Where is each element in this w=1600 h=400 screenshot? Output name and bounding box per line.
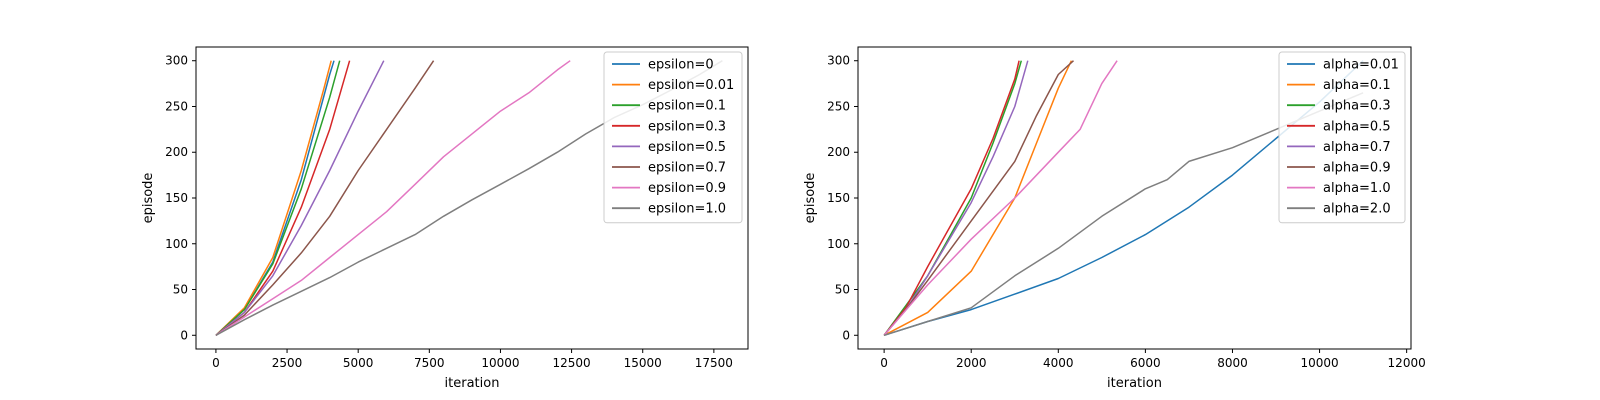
alpha-chart: 0 2000 4000 6000 8000 10000 12000 0 50 100 150 200 2… xyxy=(803,46,1426,391)
x-axis-label: iteration xyxy=(445,376,500,391)
y-tick-label: 100 xyxy=(165,237,188,251)
series-line-3 xyxy=(883,60,1020,336)
y-tick-label: 50 xyxy=(173,283,188,297)
series-line-6 xyxy=(883,60,1118,336)
series-line-2 xyxy=(215,60,341,336)
legend-entry: epsilon=1.0 xyxy=(648,202,726,217)
legend-entry: epsilon=0.3 xyxy=(648,119,726,134)
epsilon-chart: 0 2500 5000 7500 10000 12500 15000 17500 0 50 100 1… xyxy=(141,46,749,391)
x-tick-label: 7500 xyxy=(414,356,445,370)
series-line-3 xyxy=(215,60,351,336)
x-tick-label: 10000 xyxy=(1300,356,1338,370)
series-line-1 xyxy=(215,60,332,336)
legend-entry: alpha=0.9 xyxy=(1323,161,1391,176)
legend-entry: alpha=0.01 xyxy=(1323,58,1399,73)
x-tick-label: 12500 xyxy=(552,356,590,370)
legend-entry: alpha=1.0 xyxy=(1323,181,1391,196)
y-tick-label: 50 xyxy=(835,283,850,297)
x-tick-label: 4000 xyxy=(1043,356,1074,370)
y-tick-label: 0 xyxy=(842,328,850,342)
x-tick-label: 12000 xyxy=(1388,356,1426,370)
y-tick-label: 300 xyxy=(827,54,850,68)
x-tick-label: 8000 xyxy=(1217,356,1248,370)
y-axis-label: episode xyxy=(141,173,156,224)
legend-entry: alpha=0.3 xyxy=(1323,99,1391,114)
y-tick-label: 0 xyxy=(180,328,188,342)
x-tick-label: 10000 xyxy=(481,356,519,370)
x-tick-label: 17500 xyxy=(695,356,733,370)
y-tick-label: 200 xyxy=(165,145,188,159)
legend-entry: epsilon=0 xyxy=(648,58,714,73)
x-tick-label: 15000 xyxy=(624,356,662,370)
legend-entry: alpha=0.7 xyxy=(1323,140,1391,155)
y-tick-label: 300 xyxy=(165,54,188,68)
series-line-2 xyxy=(883,60,1023,336)
legend-entry: alpha=2.0 xyxy=(1323,202,1391,217)
y-tick-label: 150 xyxy=(827,191,850,205)
legend-entry: epsilon=0.7 xyxy=(648,161,726,176)
legend: alpha=0.01 alpha=0.1 alpha=0.3 alpha=0.5 alp… xyxy=(1278,51,1406,224)
x-tick-label: 6000 xyxy=(1130,356,1161,370)
legend: epsilon=0 epsilon=0.01 epsilon=0.1 epsilon=… xyxy=(603,51,743,224)
series-line-6 xyxy=(215,60,571,336)
x-tick-label: 5000 xyxy=(343,356,374,370)
y-tick-label: 150 xyxy=(165,191,188,205)
legend-entry: alpha=0.1 xyxy=(1323,78,1391,93)
legend-entry: epsilon=0.9 xyxy=(648,181,726,196)
legend-entry: epsilon=0.5 xyxy=(648,140,726,155)
series-line-4 xyxy=(215,60,385,336)
series-line-5 xyxy=(215,60,435,336)
y-tick-label: 100 xyxy=(827,237,850,251)
y-axis-label: episode xyxy=(803,173,818,224)
x-tick-label: 0 xyxy=(212,356,220,370)
legend-box xyxy=(603,51,743,224)
y-tick-label: 250 xyxy=(827,99,850,113)
legend-box xyxy=(1278,51,1406,224)
series-line-7 xyxy=(883,92,1364,337)
legend-entry: epsilon=0.01 xyxy=(648,78,734,93)
series-line-5 xyxy=(883,60,1075,336)
y-tick-label: 200 xyxy=(827,145,850,159)
y-tick-label: 250 xyxy=(165,99,188,113)
x-axis-label: iteration xyxy=(1107,376,1162,391)
x-tick-label: 0 xyxy=(880,356,888,370)
x-tick-label: 2000 xyxy=(956,356,987,370)
legend-entry: alpha=0.5 xyxy=(1323,119,1391,134)
legend-entry: epsilon=0.1 xyxy=(648,99,726,114)
x-tick-label: 2500 xyxy=(272,356,303,370)
